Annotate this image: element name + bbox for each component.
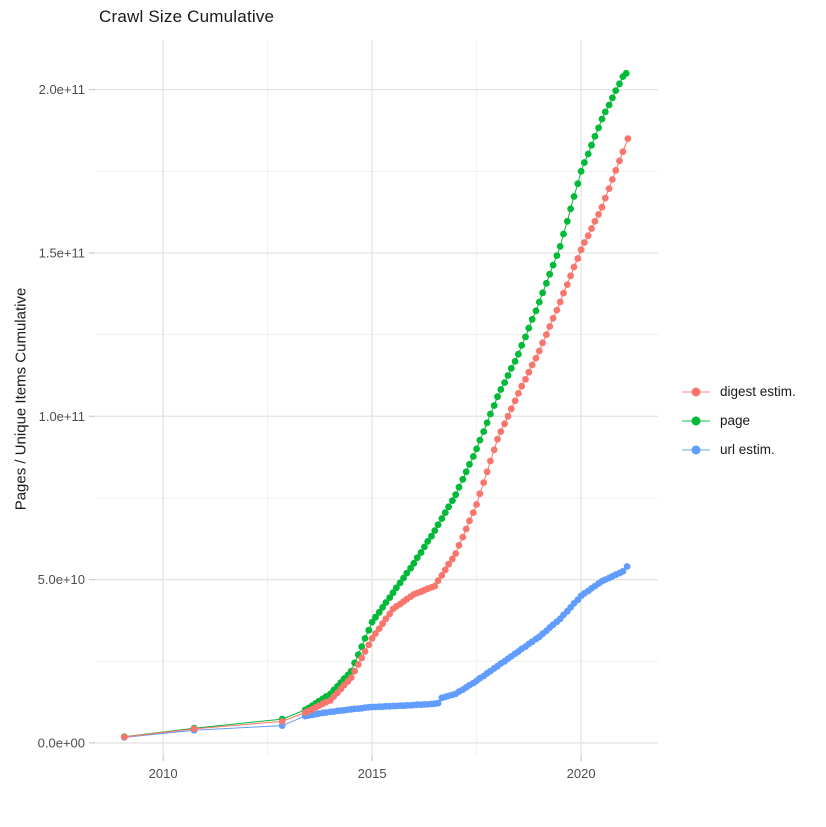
x-tick-label: 2015 (358, 766, 387, 781)
y-tick-label: 5.0e+10 (38, 572, 85, 587)
legend-item-page: page (681, 406, 796, 435)
y-tick-label: 0.0e+00 (38, 735, 85, 750)
legend-label: url estim. (720, 442, 775, 457)
legend-key-url-estim (681, 442, 711, 458)
legend-label: page (720, 413, 751, 428)
legend-item-url-estim: url estim. (681, 435, 796, 464)
series-page (120, 69, 630, 741)
legend-dot-icon (691, 387, 701, 396)
legend-key-digest-estim (681, 384, 711, 400)
y-tick-label: 1.5e+11 (39, 245, 85, 260)
legend-item-digest-estim: digest estim. (681, 377, 796, 406)
grid-major (95, 40, 658, 755)
series-url-estim (120, 563, 631, 741)
x-tick-label: 2020 (567, 766, 596, 781)
legend-dot-icon (691, 445, 701, 454)
chart-title: Crawl Size Cumulative (99, 7, 275, 26)
legend-key-page (681, 413, 711, 429)
legend: digest estim. page url estim. (681, 377, 796, 464)
x-tick-label: 2010 (149, 766, 178, 781)
legend-dot-icon (691, 416, 701, 425)
axis-ticks (89, 89, 582, 761)
y-axis-title: Pages / Unique Items Cumulative (12, 287, 30, 511)
y-tick-label: 1.0e+11 (39, 409, 85, 424)
series-digest-estim (120, 135, 632, 741)
y-tick-label: 2.0e+11 (39, 82, 85, 97)
tick-labels: 0.0e+00 5.0e+10 1.0e+11 1.5e+11 2.0e+11 2010 2… (38, 82, 596, 781)
legend-label: digest estim. (720, 384, 796, 399)
grid-minor (95, 40, 658, 755)
